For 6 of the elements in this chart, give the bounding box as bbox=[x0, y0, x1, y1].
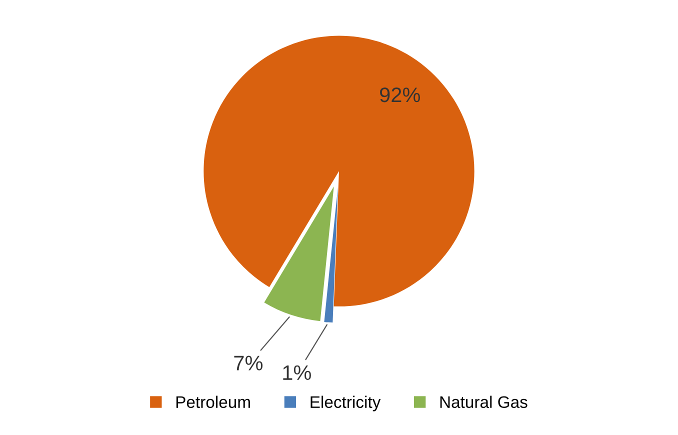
legend-label: Electricity bbox=[310, 396, 381, 412]
legend-label: Petroleum bbox=[176, 396, 250, 408]
data-label: 92% bbox=[380, 88, 420, 102]
legend-label: Natural Gas bbox=[440, 396, 528, 408]
data-label: 1% bbox=[283, 365, 311, 380]
data-label: 7% bbox=[234, 356, 263, 370]
